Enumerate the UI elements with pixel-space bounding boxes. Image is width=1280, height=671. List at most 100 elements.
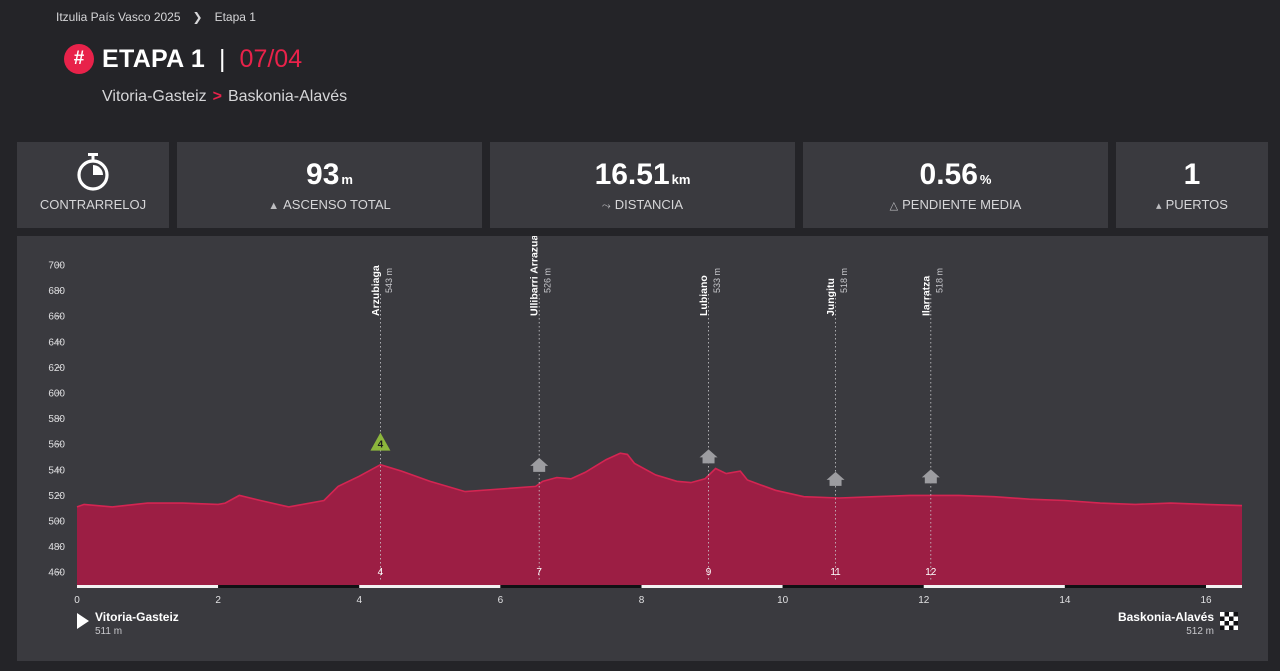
route-start: Vitoria-Gasteiz [102,88,207,105]
start-altitude: 511 m [95,626,122,637]
y-tick-label: 680 [48,286,65,297]
waypoint-name: Lubiano [698,275,710,316]
x-tick-label: 14 [1059,595,1071,606]
y-tick-label: 540 [48,465,65,476]
route-arrow-icon: > [212,88,222,105]
town-house-icon [826,471,845,486]
km-bar-segment [500,585,642,588]
km-bar-segment [782,585,924,588]
km-bar-segment [923,585,1065,588]
finish-flag-square [1233,612,1238,617]
gradient-value: 0.56 [919,158,978,191]
x-tick-label: 6 [498,595,504,606]
km-bar-segment [641,585,783,588]
y-tick-label: 620 [48,363,65,374]
climb-category-label: 4 [378,440,384,451]
route-end: Baskonia-Alavés [227,88,348,105]
x-tick-label: 8 [639,595,645,606]
stat-type-label: CONTRARRELOJ [39,197,147,212]
stat-climbs: 1 ▴ PUERTOS [1116,142,1268,228]
breadcrumb: Itzulia País Vasco 2025 ❯ Etapa 1 [56,10,256,24]
stat-distance: 16.51 km ⤳ DISTANCIA [490,142,795,228]
ascent-label: ASCENSO TOTAL [283,197,391,212]
stat-avg-gradient: 0.56% △ PENDIENTE MEDIA [803,142,1108,228]
distance-unit: km [671,172,691,187]
breadcrumb-current: Etapa 1 [214,10,256,24]
waypoint-altitude: 543 m [384,268,394,293]
waypoint-km-label: 9 [706,567,712,578]
finish-altitude: 512 m [1186,626,1214,637]
chevron-right-icon: ❯ [192,10,203,24]
y-tick-label: 500 [48,517,65,528]
route-icon: ⤳ [601,200,611,212]
y-tick-label: 700 [48,261,65,272]
page-header: # ETAPA 1 | 07/04 [64,44,302,74]
y-tick-label: 600 [48,389,65,400]
km-bar-segment [218,585,360,588]
y-tick-label: 660 [48,312,65,323]
waypoint-altitude: 526 m [543,268,553,293]
finish-flag-square [1220,625,1225,630]
climb-category-badge [370,432,391,451]
waypoint-km-label: 12 [925,567,937,578]
mountain-icon: ▲ [268,200,280,212]
waypoint-name: Jungitu [825,278,837,316]
x-tick-label: 12 [918,595,930,606]
waypoint-name: Arzubiaga [370,265,382,316]
climbs-value: 1 [1183,158,1201,191]
town-house-icon [921,469,940,484]
start-location-name: Vitoria-Gasteiz [95,610,179,624]
peaks-icon: ▴ [1156,200,1162,212]
km-bar-segment [1206,585,1242,588]
stopwatch-icon [77,153,109,191]
finish-flag-square [1229,625,1234,630]
stage-date: 07/04 [239,44,303,73]
y-tick-label: 460 [48,568,65,579]
x-tick-label: 10 [777,595,789,606]
town-house-icon [530,457,549,472]
finish-location-name: Baskonia-Alavés [1118,610,1214,624]
hashtag-icon: # [64,44,94,74]
finish-flag-square [1229,616,1234,621]
page-title: ETAPA 1 [102,44,206,73]
triangle-icon: △ [889,200,899,212]
finish-flag-square [1233,621,1238,626]
profile-area [77,453,1242,585]
start-flag-icon [77,613,89,629]
waypoint-km-label: 7 [536,567,542,578]
waypoint-altitude: 518 m [934,268,944,293]
finish-flag-square [1224,612,1229,617]
finish-flag-square [1224,621,1229,626]
town-house-icon [699,449,718,464]
distance-label: DISTANCIA [614,197,684,212]
profile-line [76,452,1243,508]
y-tick-label: 560 [48,440,65,451]
ascent-value: 93 [306,158,340,191]
stage-route: Vitoria-Gasteiz > Baskonia-Alavés [102,88,347,106]
y-tick-label: 640 [48,337,65,348]
gradient-label: PENDIENTE MEDIA [902,197,1022,212]
x-tick-label: 2 [215,595,221,606]
km-bar-segment [1064,585,1207,588]
km-bar-segment [77,585,219,588]
y-tick-label: 480 [48,542,65,553]
gradient-unit: % [979,172,992,187]
waypoint-km-label: 11 [830,567,841,578]
distance-value: 16.51 [594,158,670,191]
stat-stage-type: CONTRARRELOJ [17,142,169,228]
x-tick-label: 4 [356,595,362,606]
title-divider: | [219,44,226,73]
finish-flag-square [1220,616,1225,621]
x-tick-label: 16 [1200,595,1212,606]
breadcrumb-race-link[interactable]: Itzulia País Vasco 2025 [56,10,181,24]
x-tick-label: 0 [74,595,80,606]
waypoint-altitude: 533 m [712,268,722,293]
stat-total-ascent: 93 m ▲ ASCENSO TOTAL [177,142,482,228]
waypoint-name: Ullibarri Arrazua [529,236,541,316]
elevation-profile-panel: 460 480 500 520 540 560 580 600 620 640 660 680 700 A… [17,236,1268,661]
waypoint-name: Ilarratza [920,276,932,316]
waypoint-altitude: 518 m [839,268,849,293]
ascent-unit: m [341,172,353,187]
waypoint-km-label: 4 [378,567,384,578]
